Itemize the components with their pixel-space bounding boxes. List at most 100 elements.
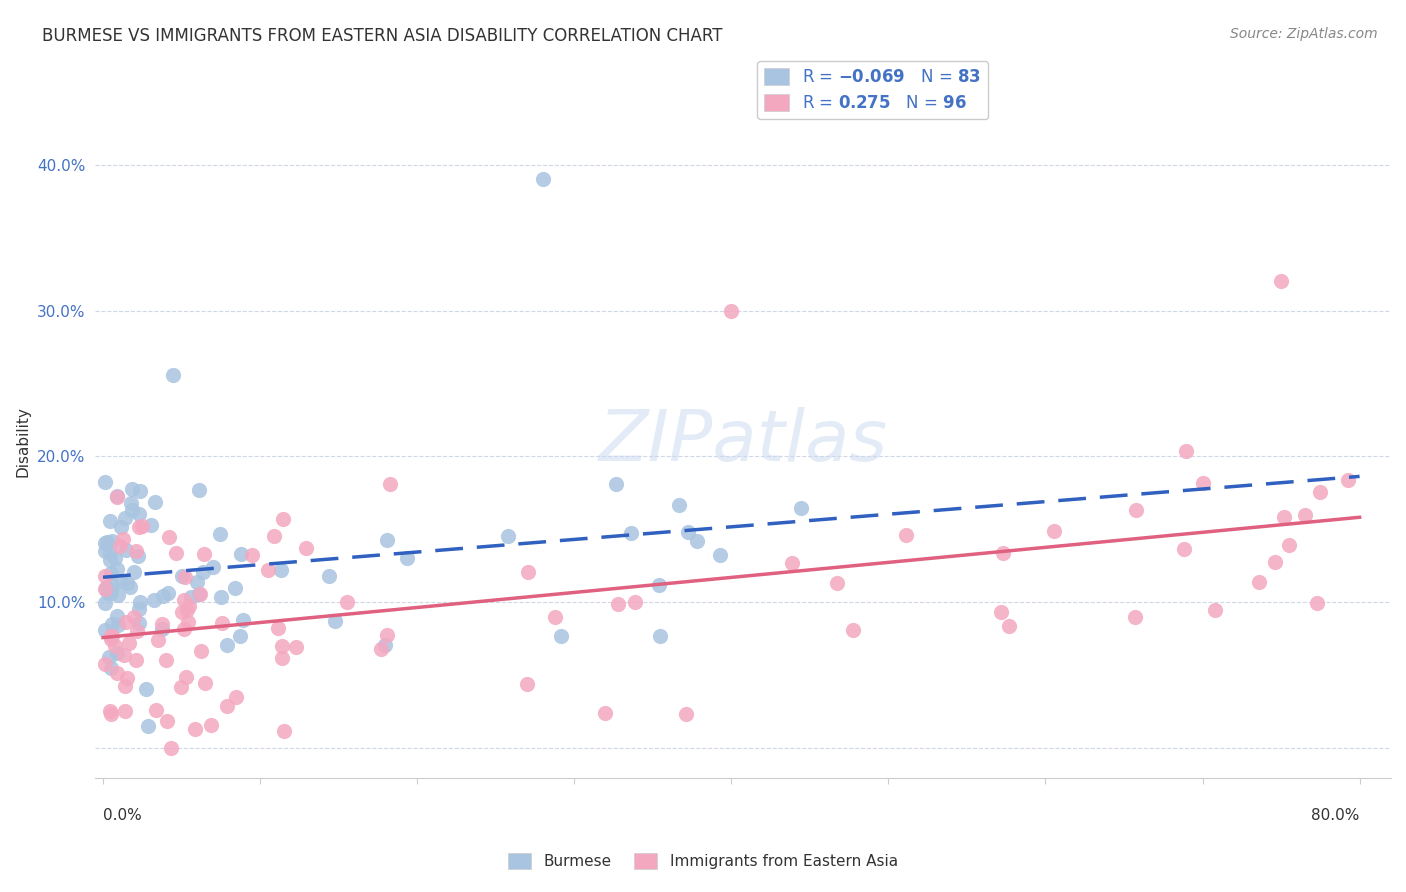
Point (125, 544, 148, 558)
Point (114, 679, 136, 693)
Point (191, 566, 214, 580)
Point (104, 639, 127, 653)
Point (131, 518, 153, 533)
Point (96, 580, 118, 594)
Point (686, 534, 709, 549)
Point (105, 489, 128, 503)
Point (217, 698, 239, 713)
Point (209, 590, 232, 604)
Point (173, 622, 195, 636)
Point (1278, 538, 1301, 552)
Point (121, 502, 143, 516)
Point (270, 651, 292, 665)
Point (606, 597, 628, 611)
Point (325, 615, 347, 629)
Point (648, 630, 671, 644)
Point (188, 587, 211, 601)
Point (93, 569, 115, 583)
Legend: R = $\bf{-0.069}$   N = $\bf{83}$, R = $\bf{0.275}$   N = $\bf{96}$: R = $\bf{-0.069}$ N = $\bf{83}$, R = $\b… (758, 61, 988, 119)
Point (98, 552, 121, 566)
Point (1192, 475, 1215, 490)
Point (100, 586, 122, 600)
Point (224, 582, 246, 596)
Point (150, 622, 173, 636)
Text: BURMESE VS IMMIGRANTS FROM EASTERN ASIA DISABILITY CORRELATION CHART: BURMESE VS IMMIGRANTS FROM EASTERN ASIA … (42, 27, 723, 45)
Point (720, 303, 742, 318)
Point (118, 636, 141, 650)
Point (620, 526, 643, 541)
Point (122, 565, 145, 579)
Point (176, 603, 198, 617)
Text: 80.0%: 80.0% (1312, 808, 1360, 822)
Point (174, 670, 197, 684)
Point (211, 615, 233, 630)
Point (229, 547, 252, 561)
Point (194, 676, 217, 690)
Point (93, 582, 115, 596)
Point (110, 520, 132, 534)
Point (159, 741, 181, 756)
Point (98, 514, 121, 528)
Point (180, 591, 202, 605)
Point (374, 638, 396, 652)
Point (110, 574, 132, 588)
Point (1123, 609, 1146, 624)
Point (271, 512, 294, 526)
Point (145, 703, 167, 717)
Point (127, 549, 149, 563)
Point (709, 549, 731, 563)
Point (105, 666, 128, 681)
Point (285, 640, 308, 654)
Point (200, 718, 222, 732)
Point (128, 507, 150, 521)
Point (125, 624, 148, 638)
Point (605, 477, 627, 491)
Point (1125, 502, 1147, 516)
Point (105, 609, 128, 624)
Point (107, 618, 129, 632)
Point (170, 605, 193, 619)
Point (544, 610, 567, 624)
Point (202, 559, 225, 574)
Point (150, 617, 173, 632)
Point (1337, 474, 1360, 488)
Point (375, 533, 398, 547)
Point (318, 569, 340, 583)
Point (295, 541, 318, 555)
Point (94, 544, 117, 558)
Y-axis label: Disability: Disability (15, 407, 30, 477)
Point (97, 650, 120, 665)
Point (114, 543, 136, 558)
Point (111, 532, 134, 546)
Point (118, 580, 141, 594)
Point (114, 510, 136, 524)
Point (668, 498, 690, 512)
Point (215, 638, 238, 652)
Point (1306, 596, 1329, 610)
Point (93, 536, 115, 550)
Point (531, 172, 554, 186)
Point (157, 530, 180, 544)
Point (170, 680, 193, 694)
Point (98, 546, 121, 560)
Point (1175, 444, 1198, 458)
Point (177, 599, 200, 614)
Legend: Burmese, Immigrants from Eastern Asia: Burmese, Immigrants from Eastern Asia (502, 847, 904, 875)
Point (517, 566, 540, 580)
Point (335, 595, 357, 609)
Point (124, 652, 146, 666)
Point (270, 640, 292, 654)
Text: 0.0%: 0.0% (103, 808, 142, 822)
Point (174, 570, 197, 584)
Point (790, 500, 813, 515)
Point (156, 586, 179, 600)
Point (998, 619, 1021, 633)
Point (112, 648, 135, 662)
Point (146, 633, 169, 648)
Point (676, 524, 699, 539)
Point (648, 577, 671, 591)
Point (894, 528, 917, 542)
Point (141, 517, 163, 532)
Point (165, 546, 187, 560)
Point (101, 616, 124, 631)
